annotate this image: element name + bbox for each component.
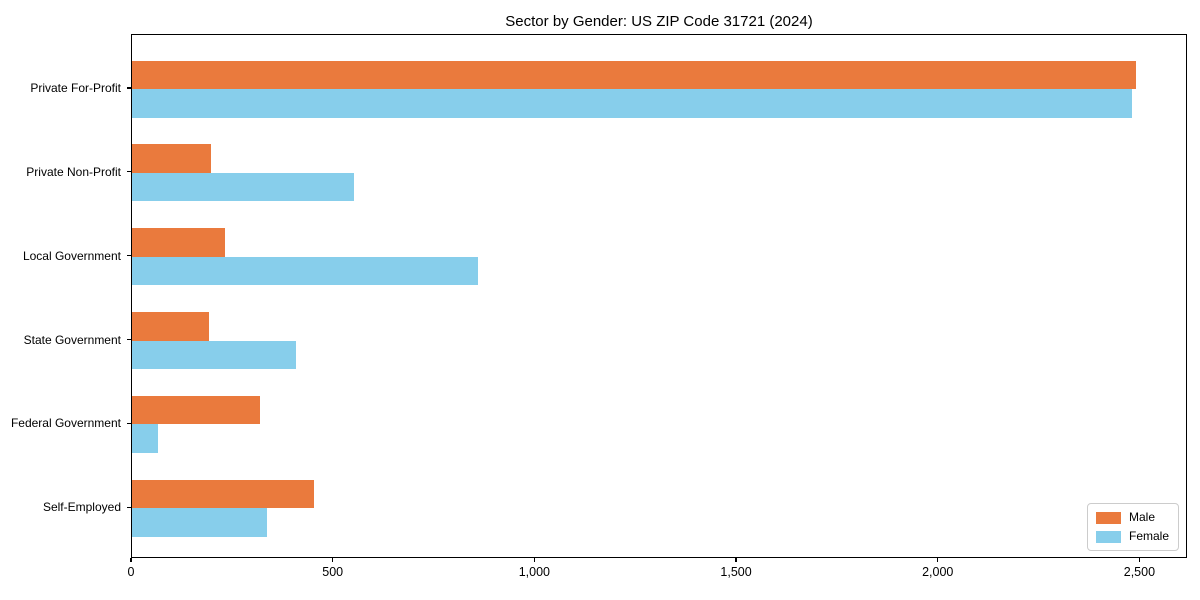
bar-female-federal-government (132, 424, 158, 453)
bar-male-state-government (132, 312, 210, 341)
bar-male-federal-government (132, 395, 261, 425)
y-axis-label-private-for-profit: Private For-Profit (30, 81, 121, 95)
bar-male-self-employed (132, 479, 314, 509)
x-axis-tick-0 (130, 558, 132, 562)
x-axis-label-1-500: 1,500 (720, 565, 752, 579)
y-axis-tick-self-employed (127, 506, 131, 508)
y-axis-label-private-non-profit: Private Non-Profit (26, 164, 121, 179)
y-axis-label-self-employed: Self-Employed (42, 500, 121, 515)
bar-male-private-for-profit (132, 60, 1137, 89)
y-axis-tick-local-government (127, 255, 131, 257)
bar-female-self-employed (132, 508, 268, 537)
bar-female-private-for-profit (132, 89, 1133, 118)
y-axis-label-local-government: Local Government (22, 248, 121, 263)
male-legend-label: Male (1128, 510, 1155, 524)
bar-male-private-non-profit (132, 144, 211, 173)
x-axis-label-1-000: 1,000 (518, 565, 550, 579)
female-legend-label: Female (1128, 529, 1169, 543)
x-axis-tick-500 (332, 558, 334, 562)
y-axis-label-state-government: State Government (23, 332, 121, 347)
y-axis-tick-federal-government (127, 422, 131, 424)
plot-area: Male Female (131, 34, 1187, 558)
x-axis-label-2-500: 2,500 (1123, 565, 1156, 579)
legend: Male Female (1086, 503, 1179, 551)
x-axis-tick-2-000 (937, 558, 939, 562)
x-axis-label-500: 500 (322, 565, 344, 579)
x-axis-tick-1-500 (735, 558, 737, 562)
female-legend-swatch (1095, 530, 1121, 543)
legend-item-male: Male (1095, 510, 1169, 524)
legend-item-female: Female (1095, 529, 1169, 543)
chart-title: Sector by Gender: US ZIP Code 31721 (202… (505, 13, 813, 30)
x-axis-tick-1-000 (533, 558, 535, 562)
x-axis-label-0: 0 (127, 565, 135, 579)
y-axis-tick-private-non-profit (127, 171, 131, 173)
y-axis-label-federal-government: Federal Government (10, 416, 121, 431)
male-legend-swatch (1095, 511, 1121, 524)
bar-female-private-non-profit (132, 172, 354, 202)
bar-female-local-government (132, 256, 479, 286)
x-axis-tick-2-500 (1138, 558, 1140, 562)
bar-female-state-government (132, 340, 297, 370)
y-axis-tick-private-for-profit (127, 87, 131, 89)
bar-male-local-government (132, 228, 225, 257)
y-axis-tick-state-government (127, 338, 131, 341)
x-axis-label-2-000: 2,000 (922, 565, 954, 579)
